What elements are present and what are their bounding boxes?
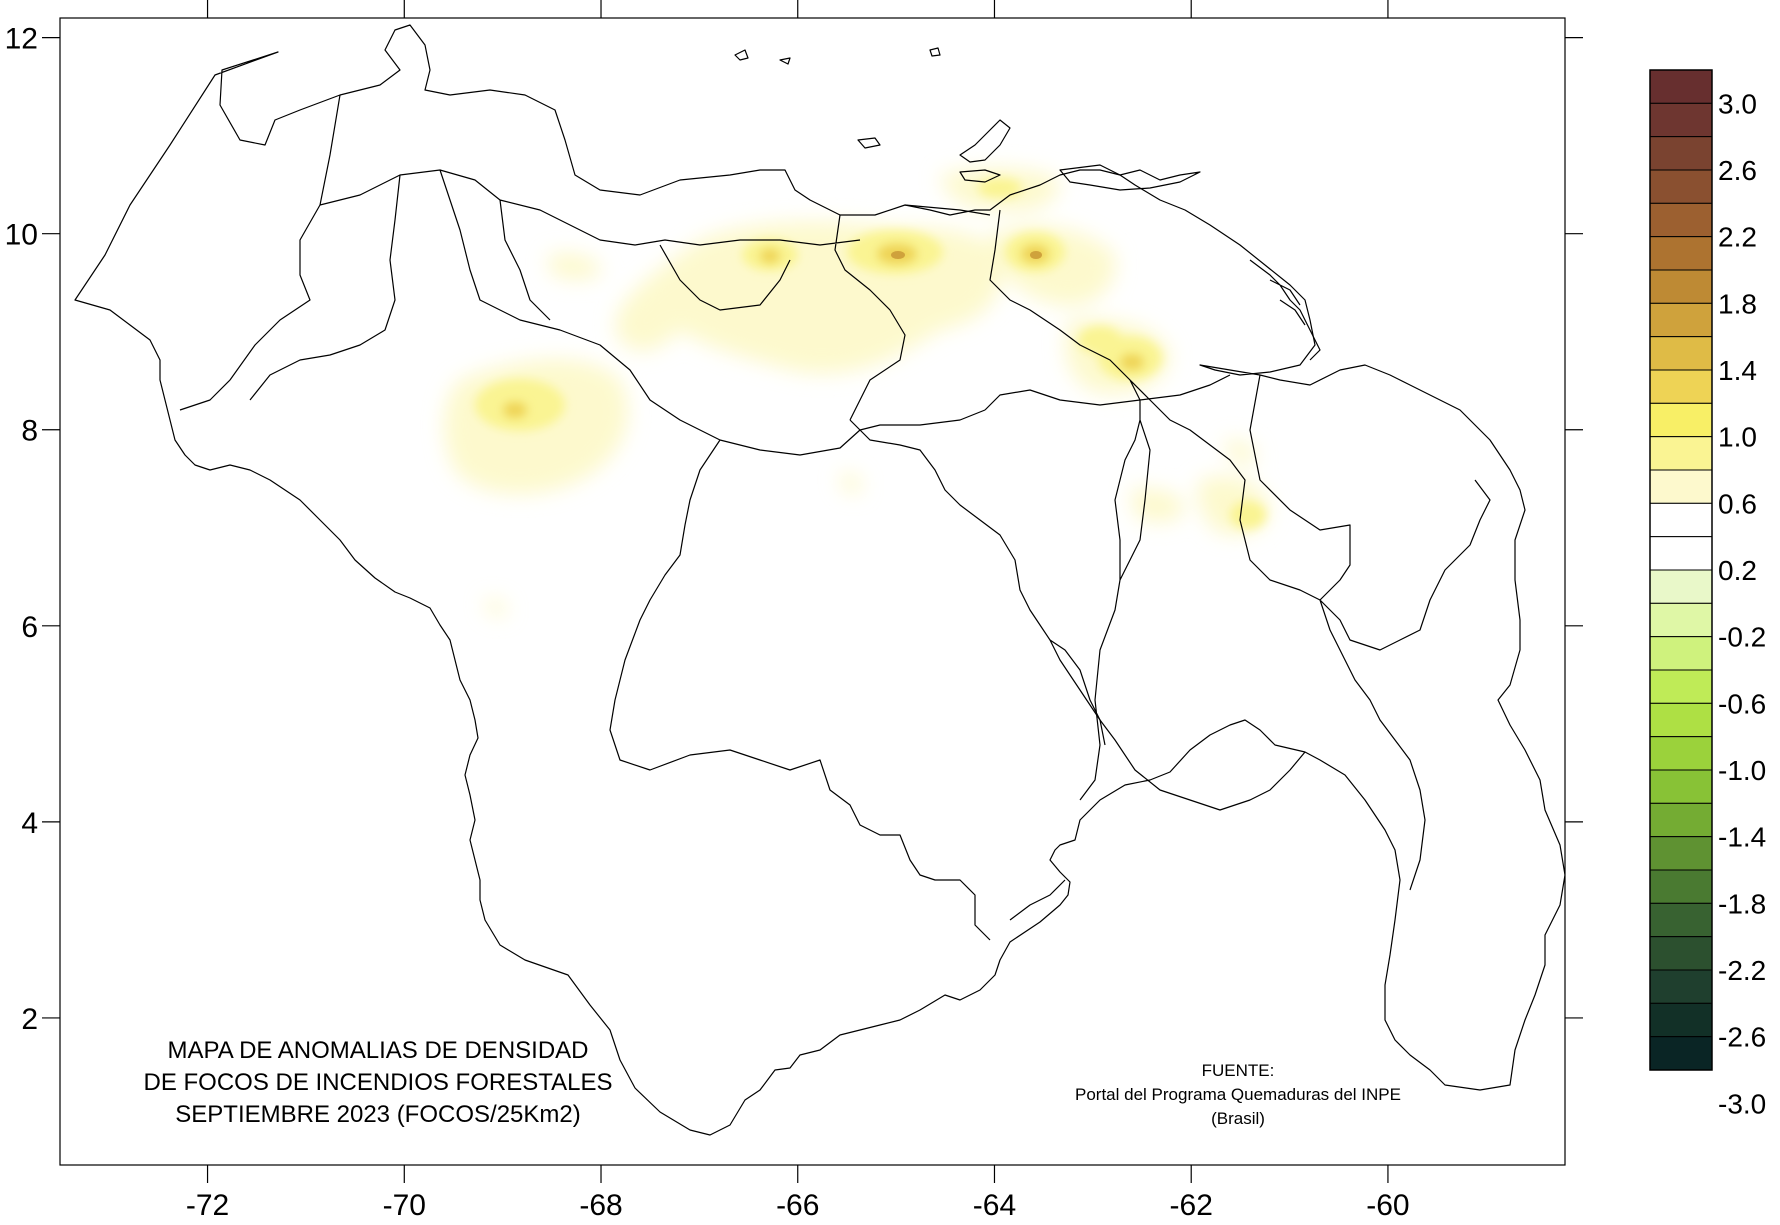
islands [734, 47, 1201, 191]
source-note: FUENTE: Portal del Programa Quemaduras d… [1075, 1061, 1401, 1128]
colorbar-segment [1649, 1002, 1713, 1038]
title-line-3: SEPTIEMBRE 2023 (FOCOS/25Km2) [175, 1101, 580, 1128]
y-tick-label: 8 [21, 415, 38, 448]
colorbar-label: 2.6 [1718, 155, 1757, 186]
colorbar-segment [1649, 336, 1713, 371]
colorbar-label: 1.4 [1718, 355, 1757, 386]
colorbar-label: 0.2 [1718, 555, 1757, 586]
colorbar-label: -0.6 [1718, 688, 1766, 719]
x-tick-label: -70 [383, 1189, 426, 1222]
colorbar-segment [1649, 669, 1713, 704]
x-tick-label: -72 [186, 1189, 229, 1222]
colorbar-segment [1649, 136, 1713, 171]
colorbar-segment [1649, 769, 1713, 804]
colorbar-segment [1649, 69, 1713, 104]
x-tick-label: -66 [776, 1189, 819, 1222]
colorbar-segment [1649, 269, 1713, 304]
colorbar-segment [1649, 969, 1713, 1004]
y-tick-label: 4 [21, 807, 38, 840]
title-line-2: DE FOCOS DE INCENDIOS FORESTALES [144, 1069, 613, 1096]
country-boundaries [74, 24, 1565, 1136]
colorbar-segment [1649, 169, 1713, 204]
venezuela-outline [74, 24, 1565, 1136]
colorbar-label: -2.2 [1718, 955, 1766, 986]
colorbar-label: -1.8 [1718, 888, 1766, 919]
x-tick-label: -62 [1170, 1189, 1213, 1222]
colorbar-label: 0.6 [1718, 488, 1757, 519]
anomaly-fill-layer [444, 168, 1270, 616]
colorbar-label: -0.2 [1718, 622, 1766, 653]
colorbar-segment [1649, 936, 1713, 971]
colorbar-label: 1.0 [1718, 422, 1757, 453]
y-tick-label: 12 [5, 23, 38, 56]
source-line-3: (Brasil) [1211, 1109, 1265, 1128]
x-tick-label: -60 [1366, 1189, 1409, 1222]
colorbar-segment [1649, 302, 1713, 338]
y-tick-label: 2 [21, 1003, 38, 1036]
colorbar-label: 2.2 [1718, 222, 1757, 253]
colorbar-segment [1649, 436, 1713, 471]
source-line-2: Portal del Programa Quemaduras del INPE [1075, 1085, 1401, 1104]
colorbar-segment [1649, 869, 1713, 904]
y-tick-label: 10 [5, 219, 38, 252]
source-line-1: FUENTE: [1202, 1061, 1275, 1080]
colorbar-segment [1649, 202, 1713, 238]
colorbar-segment [1649, 536, 1713, 571]
colorbar-segment [1649, 836, 1713, 871]
colorbar-segment [1649, 602, 1713, 638]
axes: -72 -70 -68 -66 -64 -62 -60 12 10 8 6 4 2 [5, 0, 1583, 1222]
title-line-1: MAPA DE ANOMALIAS DE DENSIDAD [168, 1037, 589, 1064]
colorbar: 3.0 2.6 2.2 1.8 1.4 1.0 0.6 0.2 -0.2 -0.6 -1.0 -1.4… [1649, 69, 1766, 1119]
colorbar-segment [1649, 736, 1713, 771]
colorbar-segment [1649, 902, 1713, 938]
colorbar-frame [1649, 69, 1713, 1071]
colorbar-label: -1.0 [1718, 755, 1766, 786]
colorbar-label: -3.0 [1718, 1088, 1766, 1119]
colorbar-segment [1649, 702, 1713, 738]
colorbar-segment [1649, 236, 1713, 271]
colorbar-segment [1649, 636, 1713, 671]
colorbar-segment [1649, 569, 1713, 604]
colorbar-segment [1649, 1036, 1713, 1071]
plot-frame [59, 17, 1566, 1166]
y-tick-label: 6 [21, 611, 38, 644]
colorbar-segment [1649, 369, 1713, 404]
map-title: MAPA DE ANOMALIAS DE DENSIDAD DE FOCOS D… [144, 1037, 613, 1128]
river-orinoco [1049, 639, 1306, 811]
colorbar-segment [1649, 502, 1713, 538]
state-borders [179, 94, 1491, 941]
colorbar-label: -1.4 [1718, 822, 1766, 853]
colorbar-label: 1.8 [1718, 288, 1757, 319]
colorbar-segment [1649, 402, 1713, 438]
colorbar-label: -2.6 [1718, 1022, 1766, 1053]
colorbar-label: 3.0 [1718, 88, 1757, 119]
colorbar-segment [1649, 102, 1713, 138]
delta-coast [1249, 259, 1321, 361]
colorbar-segment [1649, 802, 1713, 838]
x-tick-label: -64 [973, 1189, 1016, 1222]
colorbar-segment [1649, 469, 1713, 504]
x-tick-label: -68 [579, 1189, 622, 1222]
